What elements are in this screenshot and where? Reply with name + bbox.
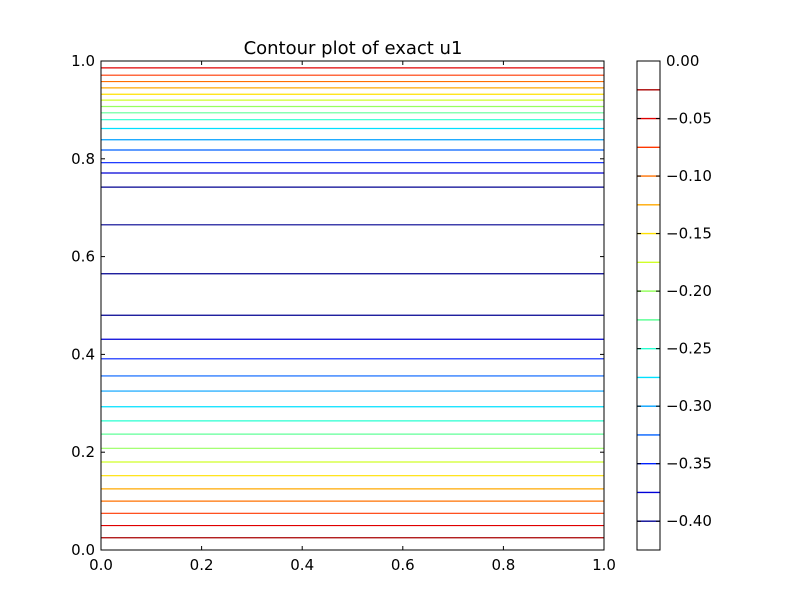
plot-frame	[100, 60, 605, 551]
contour-lines	[101, 67, 604, 539]
colorbar-tick-label: −0.30	[666, 397, 712, 415]
colorbar-level-lines	[637, 89, 660, 522]
x-tick-label: 1.0	[592, 556, 616, 574]
colorbar-tick-label: −0.15	[666, 225, 712, 243]
y-tick-label: 0.0	[71, 541, 95, 559]
colorbar-tick-label: 0.00	[666, 52, 699, 70]
colorbar-tick-label: −0.20	[666, 282, 712, 300]
x-tick-labels: 0.0 0.2 0.4 0.6 0.8 1.0	[89, 556, 616, 574]
y-tick-label: 0.6	[71, 248, 95, 266]
colorbar-tick-labels: 0.00 −0.05 −0.10 −0.15 −0.20 −0.25 −0.30 −0.35 −…	[666, 52, 712, 530]
colorbar: 0.00 −0.05 −0.10 −0.15 −0.20 −0.25 −0.30 −0.35 −…	[636, 52, 712, 551]
colorbar-frame	[636, 60, 661, 551]
y-tick-labels: 0.0 0.2 0.4 0.6 0.8 1.0	[71, 52, 95, 559]
x-tick-label: 0.0	[89, 556, 113, 574]
x-tick-label: 0.6	[391, 556, 415, 574]
x-tick-label: 0.8	[491, 556, 515, 574]
x-tick-label: 0.2	[190, 556, 214, 574]
plot-ticks	[100, 60, 605, 551]
y-tick-label: 1.0	[71, 52, 95, 70]
y-tick-label: 0.2	[71, 443, 95, 461]
x-tick-label: 0.4	[290, 556, 314, 574]
colorbar-tick-label: −0.40	[666, 512, 712, 530]
y-tick-label: 0.4	[71, 345, 95, 363]
colorbar-tick-label: −0.05	[666, 110, 712, 128]
colorbar-tick-label: −0.10	[666, 167, 712, 185]
chart-title: Contour plot of exact u1	[244, 38, 463, 59]
colorbar-tick-label: −0.25	[666, 340, 712, 358]
colorbar-ticks	[637, 60, 660, 522]
y-tick-label: 0.8	[71, 150, 95, 168]
colorbar-tick-label: −0.35	[666, 455, 712, 473]
